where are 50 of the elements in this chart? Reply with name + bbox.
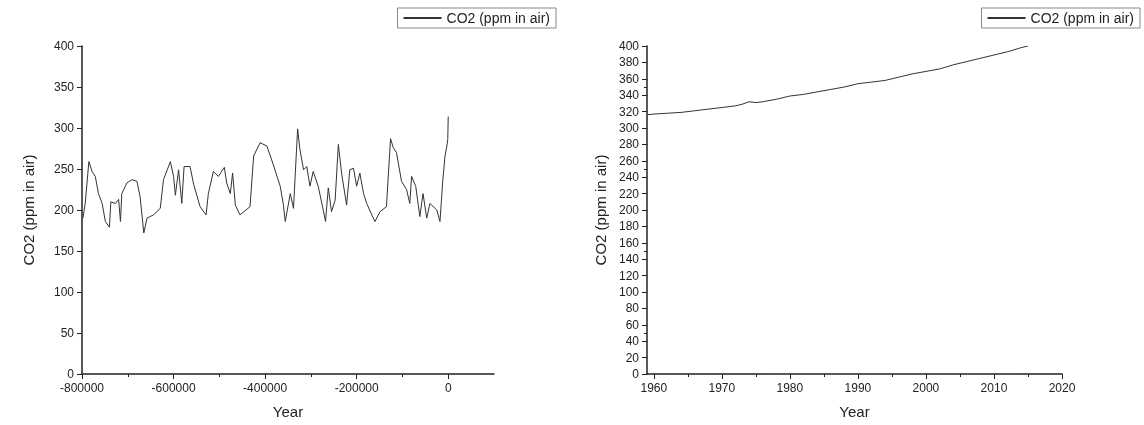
x-tick-label: 1970 xyxy=(708,381,736,395)
y-axis-title: CO2 (ppm in air) xyxy=(592,154,610,266)
y-tick-label: 320 xyxy=(618,104,640,119)
y-tick-label: 260 xyxy=(618,153,640,168)
y-tick-label: 340 xyxy=(618,88,640,103)
y-tick-label: 200 xyxy=(618,203,640,217)
x-tick-label: 1960 xyxy=(640,381,668,395)
x-tick-label: -600000 xyxy=(151,381,196,395)
x-tick-label: 2020 xyxy=(1048,381,1076,395)
y-tick-label: 400 xyxy=(53,39,75,53)
x-tick-label: 2010 xyxy=(980,381,1008,395)
x-tick-label: -200000 xyxy=(334,381,380,395)
y-tick-label: 0 xyxy=(632,367,640,381)
x-tick-label: 1990 xyxy=(844,381,872,395)
y-tick-label: 240 xyxy=(618,170,640,185)
legend-label: CO2 (ppm in air) xyxy=(446,10,550,26)
y-tick-label: 100 xyxy=(618,285,640,299)
y-tick-label: 300 xyxy=(618,121,640,135)
x-axis-title: Year xyxy=(272,403,304,420)
y-tick-label: 350 xyxy=(53,80,75,94)
x-tick-label: 2000 xyxy=(912,381,940,395)
y-tick-label: 300 xyxy=(53,121,75,135)
y-tick-label: 250 xyxy=(53,162,75,176)
line-series xyxy=(646,45,1029,116)
y-tick-label: 150 xyxy=(53,244,75,258)
x-axis-title: Year xyxy=(839,403,870,420)
y-tick-label: 50 xyxy=(60,326,75,340)
y-tick-label: 120 xyxy=(618,268,640,283)
y-tick-label: 20 xyxy=(625,350,640,365)
y-tick-label: 180 xyxy=(618,219,640,234)
y-tick-label: 200 xyxy=(53,203,75,217)
y-tick-label: 400 xyxy=(618,39,640,53)
y-tick-label: 80 xyxy=(625,301,640,316)
y-axis-title: CO2 (ppm in air) xyxy=(20,154,37,266)
y-tick-label: 60 xyxy=(625,317,640,332)
y-tick-label: 160 xyxy=(618,235,640,250)
y-tick-label: 360 xyxy=(618,71,640,86)
y-tick-label: 380 xyxy=(618,55,640,70)
y-tick-label: 140 xyxy=(618,252,640,267)
legend-label: CO2 (ppm in air) xyxy=(1030,10,1134,26)
y-tick-label: 0 xyxy=(67,367,75,381)
x-tick-label: 1980 xyxy=(776,381,804,395)
x-tick-label: -400000 xyxy=(243,381,288,395)
y-tick-label: 280 xyxy=(618,137,640,152)
line-series xyxy=(82,116,449,234)
y-tick-label: 220 xyxy=(618,186,640,201)
x-tick-label: 0 xyxy=(444,381,452,395)
y-tick-label: 100 xyxy=(53,285,75,299)
x-tick-label: -800000 xyxy=(59,381,105,395)
y-tick-label: 40 xyxy=(625,334,640,349)
